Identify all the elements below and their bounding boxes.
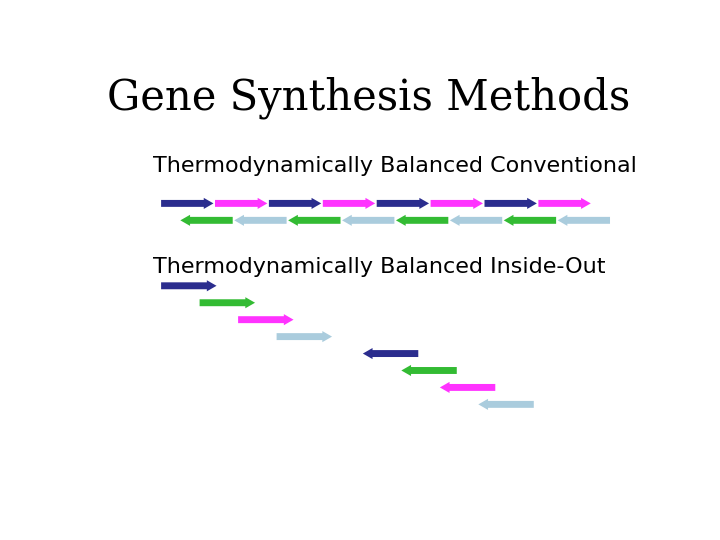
FancyArrow shape — [342, 215, 395, 226]
FancyArrow shape — [323, 198, 375, 209]
FancyArrow shape — [215, 198, 267, 209]
FancyArrow shape — [363, 348, 418, 359]
FancyArrow shape — [396, 215, 449, 226]
FancyArrow shape — [539, 198, 590, 209]
FancyArrow shape — [478, 399, 534, 410]
Text: Gene Synthesis Methods: Gene Synthesis Methods — [107, 76, 631, 119]
FancyArrow shape — [440, 382, 495, 393]
FancyArrow shape — [238, 314, 294, 325]
FancyArrow shape — [377, 198, 429, 209]
FancyArrow shape — [485, 198, 537, 209]
FancyArrow shape — [161, 280, 217, 292]
FancyArrow shape — [558, 215, 610, 226]
FancyArrow shape — [234, 215, 287, 226]
FancyArrow shape — [401, 365, 456, 376]
Text: Thermodynamically Balanced Conventional: Thermodynamically Balanced Conventional — [153, 157, 637, 177]
FancyArrow shape — [450, 215, 503, 226]
FancyArrow shape — [161, 198, 213, 209]
FancyArrow shape — [180, 215, 233, 226]
FancyArrow shape — [504, 215, 556, 226]
FancyArrow shape — [276, 331, 332, 342]
FancyArrow shape — [431, 198, 483, 209]
FancyArrow shape — [269, 198, 321, 209]
FancyArrow shape — [199, 297, 255, 308]
FancyArrow shape — [288, 215, 341, 226]
Text: Thermodynamically Balanced Inside-Out: Thermodynamically Balanced Inside-Out — [153, 256, 606, 276]
